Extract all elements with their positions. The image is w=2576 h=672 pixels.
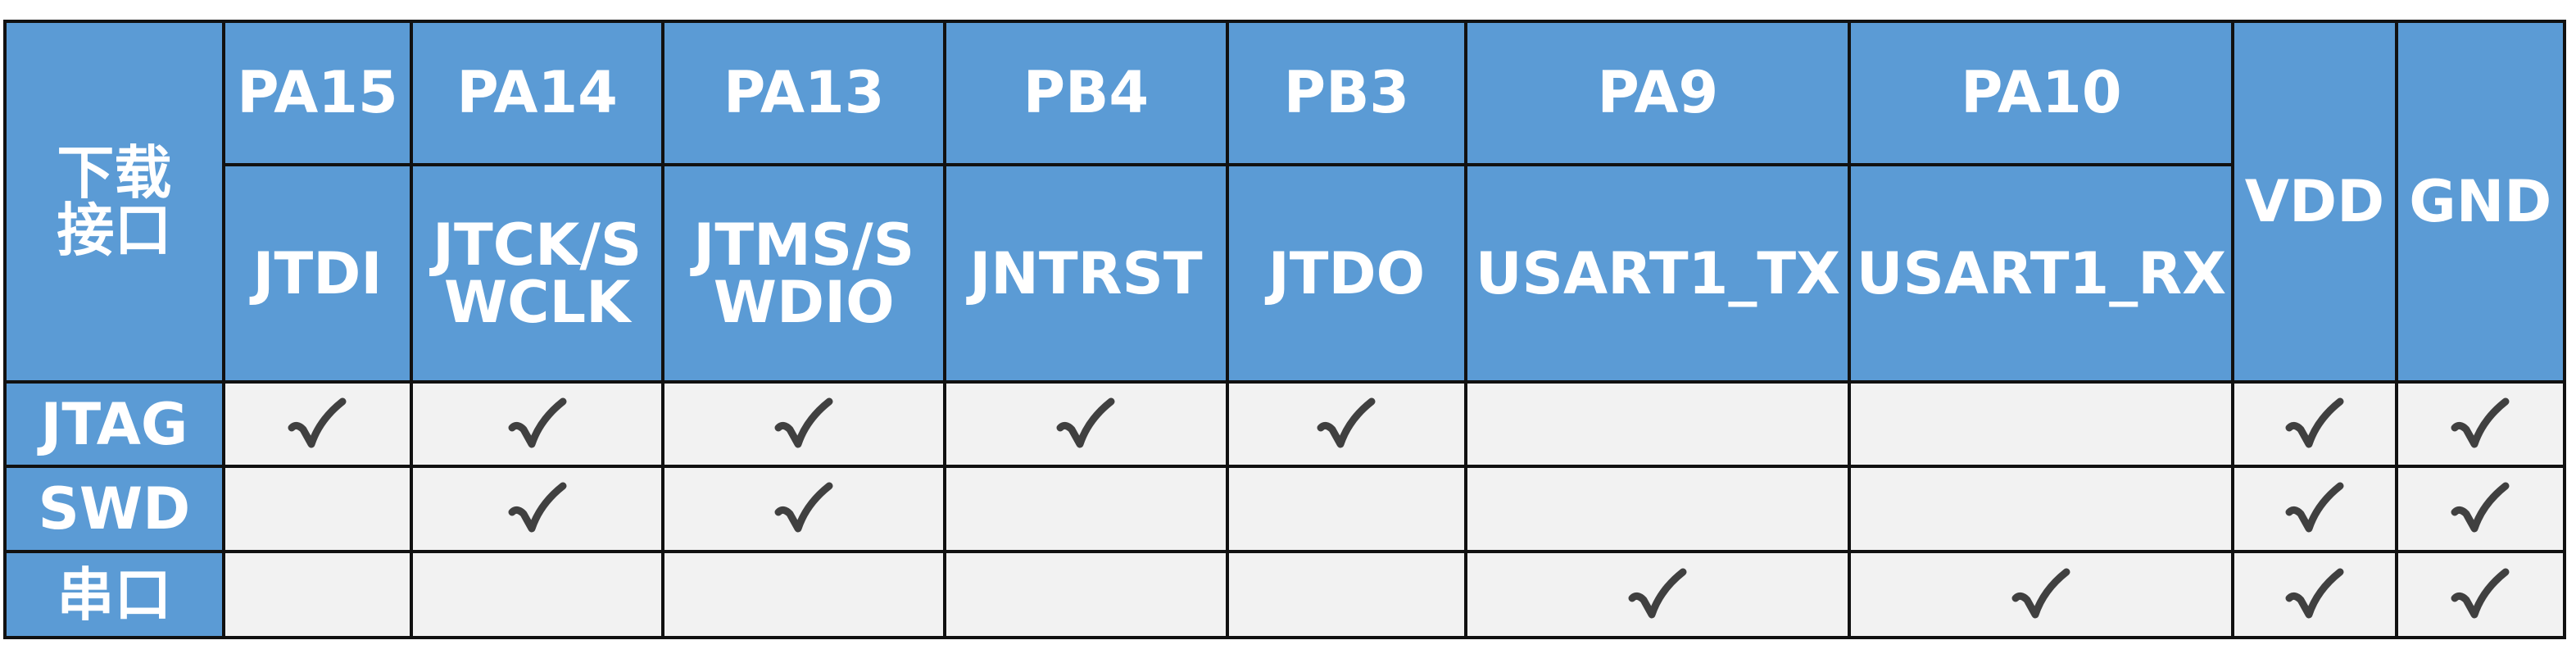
table-cell (943, 380, 1229, 468)
check-icon (2450, 397, 2510, 452)
table-cell (2231, 464, 2398, 554)
function-header-pa14: JTCK/SWCLK (410, 162, 665, 384)
table-cell (1464, 464, 1852, 554)
check-icon (2284, 567, 2345, 623)
check-icon (1055, 397, 1116, 452)
function-name: JNTRST (969, 239, 1203, 307)
power-name: GND (2409, 168, 2552, 236)
check-icon (1627, 567, 1688, 623)
function-name: JTMS/SWDIO (693, 211, 915, 336)
header-row-functions: JTDI JTCK/SWCLK JTMS/SWDIO JNTRST JTDO USART1… (5, 162, 2565, 384)
pin-name: PA13 (723, 59, 885, 127)
function-header-pb3: JTDO (1225, 162, 1468, 384)
pin-header-pa9: PA9 (1464, 20, 1852, 166)
function-header-pa10: USART1_RX (1848, 162, 2235, 384)
table-cell (410, 380, 665, 468)
function-header-pa15: JTDI (221, 162, 414, 384)
row-label: JTAG (3, 380, 225, 468)
pin-name: PB4 (1023, 59, 1150, 127)
table-cell (661, 380, 947, 468)
pin-name: PB3 (1283, 59, 1410, 127)
download-interface-table: 下载 接口 PA15 PA14 PA13 PB4 PB3 PA9 PA10 VDD GND JTDI… (3, 19, 2567, 639)
function-name: JTDO (1268, 239, 1426, 307)
pin-header-pb4: PB4 (943, 20, 1229, 166)
row-label: SWD (3, 464, 225, 554)
table-cell (661, 464, 947, 554)
check-icon (2450, 481, 2510, 537)
check-icon (2284, 397, 2345, 452)
function-name: JTCK/SWCLK (432, 211, 642, 336)
table-cell (2394, 464, 2567, 554)
table-row: 串口 (3, 550, 2567, 639)
pin-header-pb3: PB3 (1225, 20, 1468, 166)
power-header-gnd: GND (2394, 19, 2567, 384)
table-cell (1848, 550, 2235, 639)
check-icon (507, 397, 568, 452)
table-cell (1464, 380, 1852, 468)
table-cell (410, 550, 665, 639)
pin-name: PA9 (1597, 59, 1719, 127)
pin-header-pa10: PA10 (1848, 20, 2235, 166)
check-icon (287, 397, 347, 452)
table-cell (1464, 550, 1852, 639)
table-cell (410, 464, 665, 554)
table-cell (661, 550, 947, 639)
function-name: USART1_TX (1475, 239, 1841, 307)
table-cell (221, 550, 414, 639)
table-cell (2231, 380, 2398, 468)
check-icon (2284, 481, 2345, 537)
check-icon (1316, 397, 1376, 452)
check-icon (2011, 567, 2071, 623)
table-cell (1225, 380, 1468, 468)
pin-name: PA14 (456, 59, 618, 127)
power-name: VDD (2244, 168, 2385, 236)
function-name: JTDI (252, 239, 383, 307)
header-row-pins: 下载 接口 PA15 PA14 PA13 PB4 PB3 PA9 PA10 VDD GND (3, 19, 2567, 384)
pin-name: PA15 (237, 59, 398, 127)
table-cell (1848, 380, 2235, 468)
table-row: JTAG (3, 380, 2567, 468)
pin-header-pa13: PA13 (661, 20, 947, 166)
check-icon (507, 481, 568, 537)
table-cell (2394, 380, 2567, 468)
power-header-vdd: VDD (2231, 19, 2398, 384)
function-name: USART1_RX (1856, 239, 2227, 307)
table-cell (943, 550, 1229, 639)
row-label: 串口 (3, 550, 225, 639)
function-header-pb4: JNTRST (943, 162, 1229, 384)
table-cell (221, 464, 414, 554)
table-cell (1225, 550, 1468, 639)
pin-header-pa14: PA14 (410, 20, 665, 166)
pin-name: PA10 (1961, 59, 2122, 127)
table-cell (1848, 464, 2235, 554)
check-icon (2450, 567, 2510, 623)
function-header-pa13: JTMS/SWDIO (661, 162, 947, 384)
table-cell (1225, 464, 1468, 554)
check-icon (773, 481, 834, 537)
check-icon (773, 397, 834, 452)
table-row: SWD (3, 464, 2567, 554)
table-cell (2394, 550, 2567, 639)
table-cell (2231, 550, 2398, 639)
table-cell (943, 464, 1229, 554)
table-cell (221, 380, 414, 468)
function-header-pa9: USART1_TX (1464, 162, 1852, 384)
corner-header-download-interface: 下载 接口 (3, 19, 225, 384)
pin-header-pa15: PA15 (221, 20, 414, 166)
